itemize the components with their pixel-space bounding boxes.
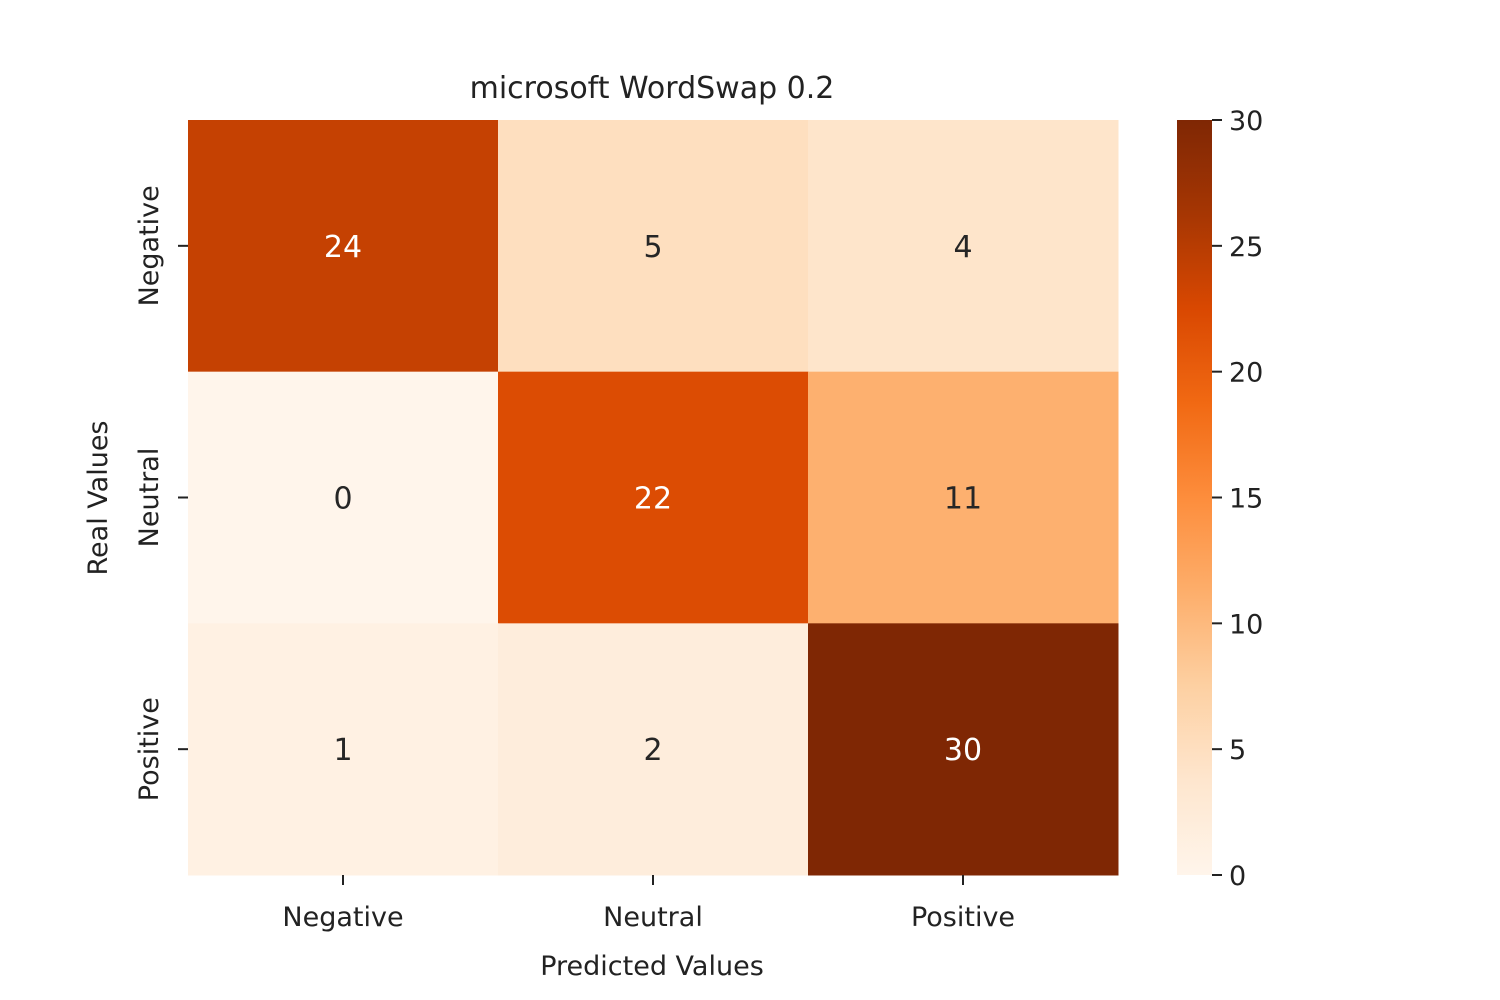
y-tick-label: Negative [134,185,165,306]
x-axis-label: Predicted Values [540,951,764,982]
heatmap-cell [498,371,809,624]
colorbar-tick-label: 20 [1229,358,1263,389]
colorbar-ticks: 0 5 10 15 20 25 30 [1212,106,1263,892]
colorbar-tick-label: 15 [1229,484,1263,515]
x-axis-ticks: Negative Neutral Positive [282,875,1015,933]
cell-value-label: 5 [643,230,662,265]
heatmap-cell [188,371,499,624]
colorbar-tick-label: 0 [1229,861,1246,892]
heatmap-cell [808,371,1119,624]
y-axis-ticks: Negative Neutral Positive [134,185,188,801]
heatmap-cell [188,120,499,373]
x-tick-label: Positive [911,902,1015,933]
heatmap-cell [498,623,809,876]
y-tick-label: Positive [134,697,165,801]
y-tick-label: Neutral [134,448,165,548]
chart-title: microsoft WordSwap 0.2 [470,71,835,106]
colorbar [1177,120,1212,875]
cell-value-label: 4 [953,230,972,265]
heatmap-cell [498,120,809,373]
cell-value-label: 22 [634,482,672,517]
colorbar-tick-label: 5 [1229,735,1246,766]
heatmap-cell [808,623,1119,876]
cell-value-label: 1 [333,733,352,768]
heatmap-cells: 24 5 40 22 111 2 30 [188,120,1119,876]
x-tick-label: Negative [282,902,403,933]
colorbar-tick-label: 25 [1229,232,1263,263]
cell-value-label: 0 [333,482,352,517]
colorbar-tick-label: 10 [1229,609,1263,640]
cell-value-label: 24 [324,230,362,265]
cell-value-label: 11 [944,482,982,517]
heatmap-cell [188,623,499,876]
colorbar-tick-label: 30 [1229,106,1263,137]
heatmap-cell [808,120,1119,373]
y-axis-label: Real Values [83,421,114,576]
x-tick-label: Neutral [603,902,703,933]
cell-value-label: 2 [643,733,662,768]
cell-value-label: 30 [944,733,982,768]
